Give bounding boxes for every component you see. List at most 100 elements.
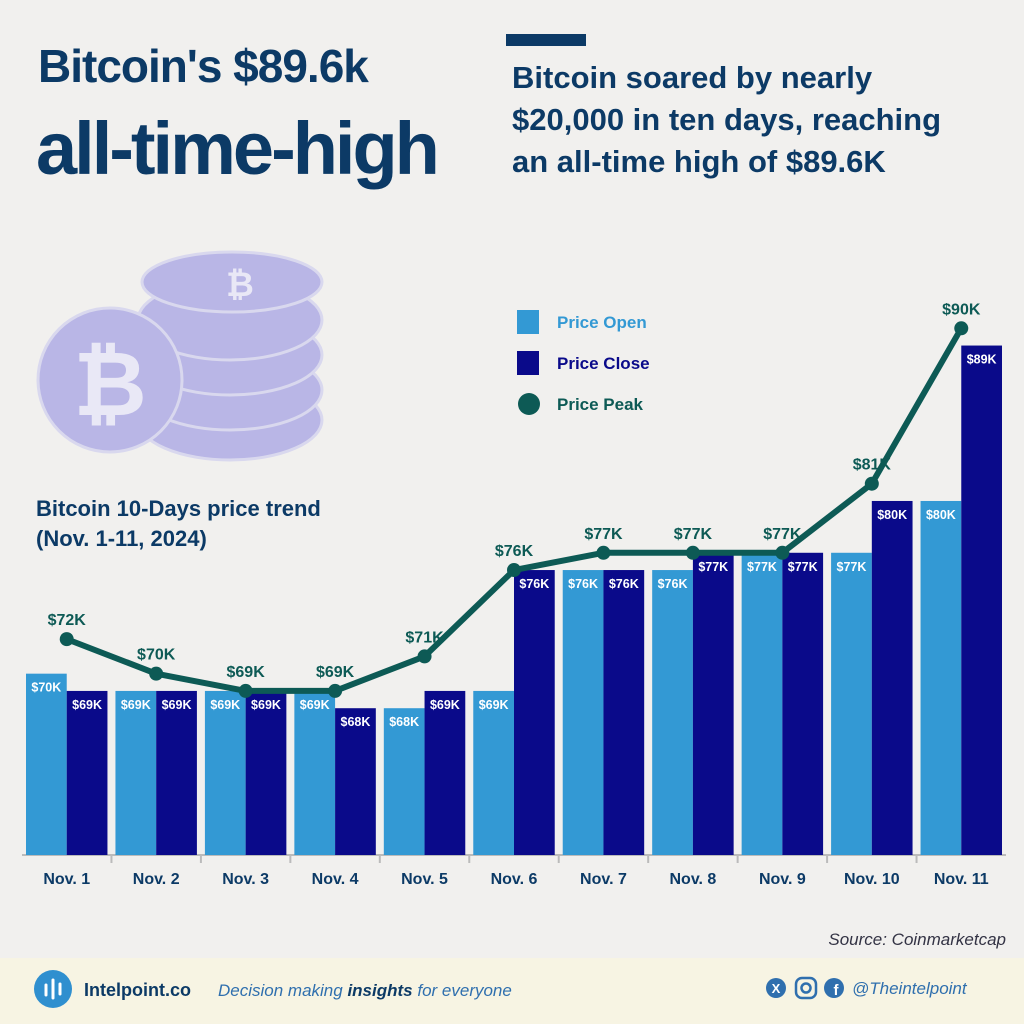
chart-title: Bitcoin 10-Days price trend [36, 496, 321, 521]
bar-value-label: $77K [837, 560, 867, 574]
peak-point [864, 476, 879, 491]
bar-value-label: $69K [300, 698, 330, 712]
x-tick-label: Nov. 7 [580, 871, 627, 888]
bar-value-label: $69K [72, 698, 102, 712]
peak-point [775, 545, 790, 560]
bar-value-label: $76K [568, 577, 598, 591]
bar-value-label: $68K [389, 715, 419, 729]
legend-label: Price Close [557, 354, 650, 373]
bar-value-label: $69K [162, 698, 192, 712]
bar [204, 690, 246, 855]
x-tick-label: Nov. 6 [491, 871, 538, 888]
peak-point [238, 683, 253, 698]
bar [831, 552, 872, 855]
bar [156, 690, 197, 855]
bar-value-label: $76K [609, 577, 639, 591]
peak-value-label: $90K [942, 301, 981, 318]
peak-value-label: $71K [405, 629, 444, 646]
bar [782, 552, 824, 855]
bar-value-label: $80K [877, 508, 907, 522]
legend-swatch [517, 310, 539, 334]
subtitle-line: $20,000 in ten days, reaching [512, 102, 941, 137]
source: Source: Coinmarketcap [828, 930, 1006, 949]
footer-bg [0, 958, 1024, 1024]
brand-logo-bars [44, 978, 62, 1000]
accent-bar [506, 34, 586, 46]
bar-value-label: $69K [121, 698, 151, 712]
svg-text:f: f [834, 982, 840, 999]
svg-text:₿: ₿ [226, 266, 254, 304]
bar [652, 570, 693, 855]
bar [871, 500, 913, 855]
title-line: all-time-high [36, 107, 437, 190]
peak-value-label: $81K [853, 457, 892, 474]
bar-value-label: $70K [31, 681, 61, 695]
brand-name: Intelpoint.co [84, 980, 191, 1000]
x-tick-label: Nov. 9 [759, 871, 806, 888]
peak-point [507, 563, 521, 578]
x-tick-label: Nov. 11 [934, 871, 989, 888]
peak-point [149, 666, 164, 681]
subtitle-line: an all-time high of $89.6K [512, 144, 886, 179]
bar [920, 500, 962, 855]
bar [692, 552, 734, 855]
chart-title: (Nov. 1-11, 2024) [36, 526, 207, 551]
legend-label: Price Open [557, 313, 647, 332]
bar-value-label: $68K [341, 715, 371, 729]
bar-value-label: $77K [698, 560, 728, 574]
peak-point [596, 545, 611, 560]
bar [115, 690, 157, 855]
bar [424, 690, 466, 855]
tagline-part: for everyone [413, 981, 512, 1000]
x-tick-label: Nov. 5 [401, 871, 448, 888]
subtitle-line: Bitcoin soared by nearly [512, 60, 873, 95]
x-tick-label: Nov. 3 [222, 871, 269, 888]
bar [961, 345, 1002, 855]
bar [26, 673, 67, 855]
peak-value-label: $72K [48, 612, 87, 629]
peak-point [954, 321, 969, 336]
bar-value-label: $69K [479, 698, 509, 712]
peak-point [417, 649, 432, 664]
x-tick-label: Nov. 2 [133, 871, 180, 888]
tagline-part: Decision making [218, 981, 347, 1000]
peak-point [685, 545, 700, 560]
coin-icon: ₿ ₿ [36, 250, 324, 462]
bar [294, 690, 336, 855]
x-tick-label: Nov. 1 [43, 871, 90, 888]
peak-value-label: $69K [316, 664, 355, 681]
bar-value-label: $89K [967, 353, 997, 367]
bar-value-label: $77K [747, 560, 777, 574]
title-line: Bitcoin's $89.6k [38, 40, 369, 92]
tagline: Decision making insights for everyone [218, 981, 512, 1000]
peak-value-label: $76K [495, 543, 534, 560]
bar [383, 708, 425, 855]
legend-label: Price Peak [557, 395, 644, 414]
bar [514, 570, 555, 855]
bar [603, 570, 645, 855]
bar [562, 570, 604, 855]
bar-value-label: $69K [251, 698, 281, 712]
peak-value-label: $77K [763, 526, 802, 543]
social-icons[interactable]: X f [766, 976, 844, 1000]
tagline-part: insights [347, 981, 412, 1000]
peak-value-label: $70K [137, 647, 176, 664]
bar [473, 690, 514, 855]
bar [245, 690, 287, 855]
social-handle: @Theintelpoint [852, 979, 968, 998]
peak-point [59, 632, 74, 647]
bar-value-label: $69K [210, 698, 240, 712]
peak-value-label: $77K [674, 526, 713, 543]
bar [335, 708, 376, 855]
x-tick-label: Nov. 8 [669, 871, 716, 888]
peak-value-label: $77K [584, 526, 623, 543]
legend-swatch [517, 351, 539, 375]
peak-value-label: $69K [227, 664, 266, 681]
bar-value-label: $69K [430, 698, 460, 712]
bar [66, 690, 108, 855]
peak-point [328, 683, 343, 698]
bar-value-label: $77K [788, 560, 818, 574]
legend-swatch [518, 393, 540, 415]
svg-text:₿: ₿ [73, 335, 146, 435]
